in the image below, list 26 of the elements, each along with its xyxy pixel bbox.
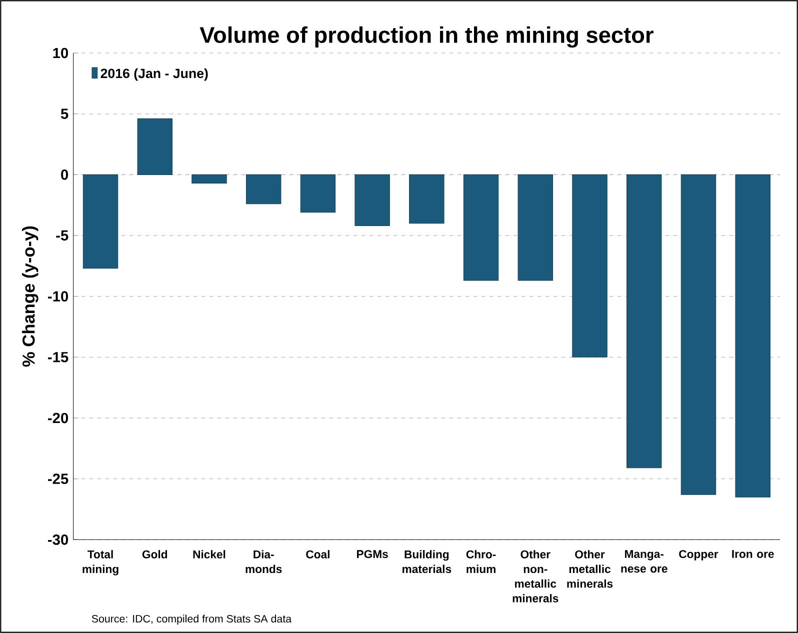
x-tick-label: Copper [679, 550, 718, 560]
y-tick-label: 0 [61, 169, 68, 180]
y-tick-label: -20 [48, 412, 68, 424]
x-tick-label: Gold [142, 550, 168, 558]
y-axis-title: % Change (y-o-y) [22, 226, 38, 367]
x-tick-label: Building materials [402, 550, 452, 574]
x-tick-label: Manga- nese ore [621, 550, 668, 573]
y-tick-label: 5 [60, 108, 68, 119]
legend-label: 2016 (Jan - June) [100, 68, 208, 81]
x-tick-label: Other metallic minerals [567, 550, 613, 588]
x-tick-label: Nickel [193, 550, 226, 558]
x-tick-label: Coal [306, 550, 330, 558]
y-tick-label: -30 [48, 534, 68, 545]
chart-title: Volume of production in the mining sector [200, 26, 654, 48]
x-tick-label: Dia- monds [246, 550, 282, 574]
source-note: Source: IDC, compiled from Stats SA data [92, 614, 292, 625]
x-tick-label: PGMs [357, 550, 388, 558]
y-tick-label: -10 [48, 291, 68, 302]
x-tick-label: Other non- metallic minerals [512, 550, 558, 602]
y-tick-label: -25 [48, 474, 68, 484]
y-tick-label: 10 [53, 48, 68, 58]
x-tick-label: Iron ore [732, 550, 774, 558]
x-tick-label: Total mining [82, 550, 118, 576]
x-tick-label: Chro- mium [466, 550, 496, 574]
y-tick-label: -15 [48, 352, 68, 362]
y-tick-label: -5 [56, 230, 68, 241]
